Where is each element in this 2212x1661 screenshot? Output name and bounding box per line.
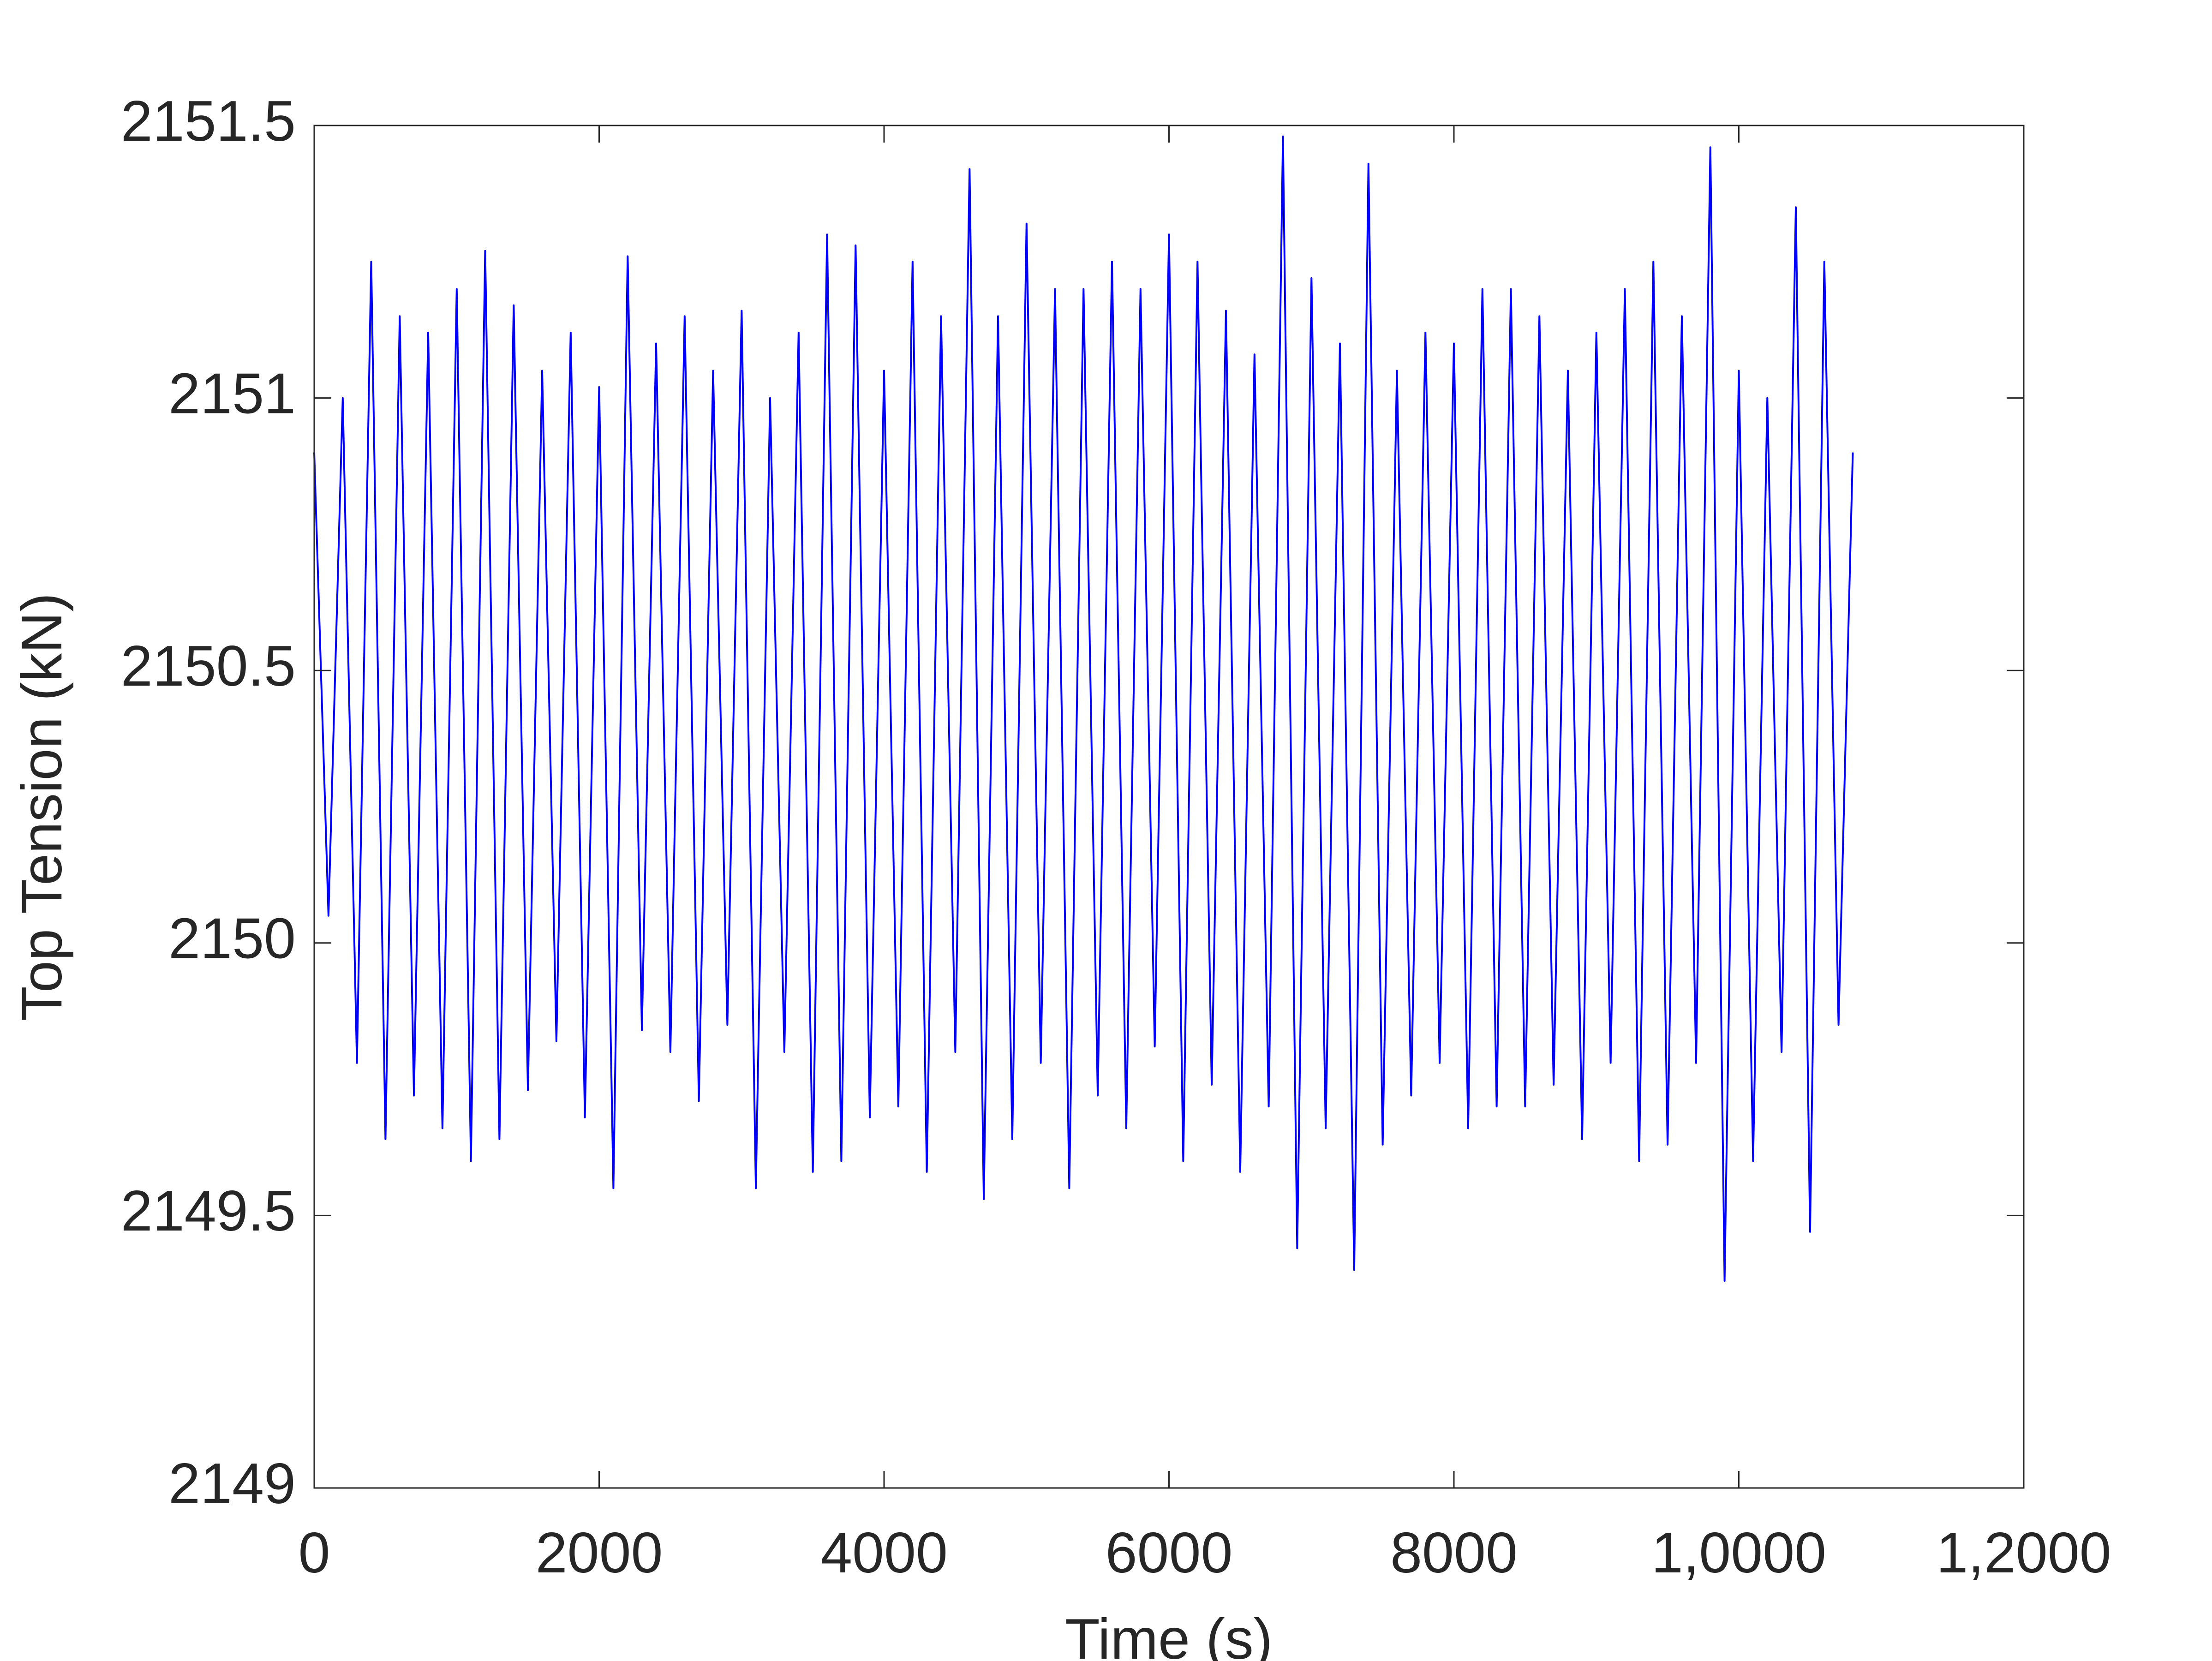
x-tick-label: 6000 [1106, 1521, 1233, 1585]
y-tick-label: 2151.5 [121, 90, 296, 153]
y-axis-label: Top Tension (kN) [10, 593, 74, 1021]
x-tick-label: 1,0000 [1651, 1521, 1826, 1585]
y-tick-label: 2150.5 [121, 634, 296, 698]
x-tick-label: 0 [299, 1521, 330, 1585]
y-tick-label: 2151 [168, 362, 296, 425]
y-tick-label: 2149 [168, 1452, 296, 1516]
data-line [313, 135, 1854, 1282]
x-tick-label: 4000 [820, 1521, 948, 1585]
x-axis-label: Time (s) [1065, 1607, 1273, 1661]
y-tick-label: 2149.5 [121, 1179, 296, 1243]
x-tick-label: 8000 [1390, 1521, 1518, 1585]
y-tick-label: 2150 [168, 907, 296, 971]
x-tick-label: 1,2000 [1936, 1521, 2111, 1585]
x-tick-label: 2000 [536, 1521, 663, 1585]
